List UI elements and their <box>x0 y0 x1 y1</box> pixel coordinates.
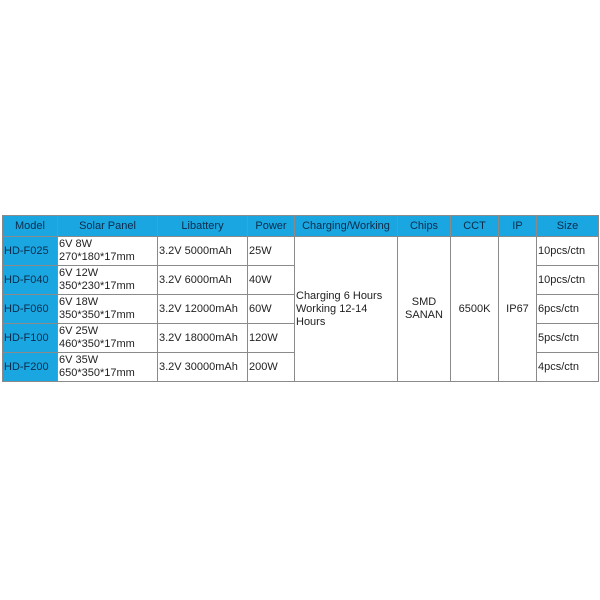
battery: 3.2V 12000mAh <box>159 302 238 315</box>
charging-working: Charging 6 Hours Working 12-14 Hours <box>296 289 383 328</box>
model-cell: HD-F200 <box>2 352 58 382</box>
power: 200W <box>249 360 278 373</box>
column-header: CCT <box>450 215 499 237</box>
panel-power: 6V 35W <box>59 354 99 366</box>
model-cell: HD-F040 <box>2 265 58 295</box>
panel-size: 350*230*17mm <box>59 280 135 292</box>
power: 120W <box>249 331 278 344</box>
battery-cell: 3.2V 5000mAh <box>157 236 248 266</box>
model: HD-F040 <box>4 273 49 286</box>
panel-power: 6V 18W <box>59 296 99 308</box>
size: 10pcs/ctn <box>538 273 586 286</box>
chips-cell: SMD SANAN <box>397 236 451 382</box>
panel-power: 6V 25W <box>59 325 99 337</box>
power-cell: 200W <box>247 352 295 382</box>
column-header: Size <box>536 215 599 237</box>
model: HD-F060 <box>4 302 49 315</box>
power: 40W <box>249 273 272 286</box>
table-row: HD-F060 6V 18W 350*350*17mm 3.2V 12000mAh 60… <box>2 294 599 324</box>
table-row: HD-F040 6V 12W 350*230*17mm 3.2V 6000mAh 40W… <box>2 265 599 295</box>
battery: 3.2V 30000mAh <box>159 360 238 373</box>
model-cell: HD-F025 <box>2 236 58 266</box>
power: 60W <box>249 302 272 315</box>
solar-panel-cell: 6V 35W 650*350*17mm <box>57 352 158 382</box>
battery: 3.2V 5000mAh <box>159 244 232 257</box>
panel-power: 6V 8W <box>59 238 93 250</box>
size-cell: 10pcs/ctn <box>536 265 599 295</box>
panel-size: 270*180*17mm <box>59 251 135 263</box>
table-row: HD-F025 6V 8W 270*180*17mm 3.2V 5000mAh 25W C… <box>2 236 599 382</box>
column-header: Charging/Working <box>294 215 398 237</box>
power-cell: 60W <box>247 294 295 324</box>
model-cell: HD-F060 <box>2 294 58 324</box>
size-cell: 6pcs/ctn <box>536 294 599 324</box>
power-cell: 40W <box>247 265 295 295</box>
size: 4pcs/ctn <box>538 360 579 373</box>
battery-cell: 3.2V 12000mAh <box>157 294 248 324</box>
solar-panel-cell: 6V 25W 460*350*17mm <box>57 323 158 353</box>
panel-size: 350*350*17mm <box>59 309 135 321</box>
power-cell: 120W <box>247 323 295 353</box>
chips: SMD SANAN <box>405 296 443 321</box>
size-cell: 4pcs/ctn <box>536 352 599 382</box>
size: 6pcs/ctn <box>538 302 579 315</box>
battery-cell: 3.2V 30000mAh <box>157 352 248 382</box>
size-cell: 5pcs/ctn <box>536 323 599 353</box>
model: HD-F200 <box>4 360 49 373</box>
battery-cell: 3.2V 18000mAh <box>157 323 248 353</box>
panel-power: 6V 12W <box>59 267 99 279</box>
column-header: Libattery <box>157 215 248 237</box>
solar-panel-cell: 6V 12W 350*230*17mm <box>57 265 158 295</box>
cct: 6500K <box>458 302 491 315</box>
model: HD-F025 <box>4 244 49 257</box>
cct-cell: 6500K <box>450 236 499 382</box>
power: 25W <box>249 244 272 257</box>
header-row: Model Solar Panel Libattery Power Charging/W… <box>2 215 599 237</box>
ip: IP67 <box>506 302 529 315</box>
battery: 3.2V 6000mAh <box>159 273 232 286</box>
size: 10pcs/ctn <box>538 244 586 257</box>
column-header: Model <box>2 215 58 237</box>
spec-table: Model Solar Panel Libattery Power Charging/W… <box>2 215 599 382</box>
column-header: IP <box>498 215 537 237</box>
column-header: Solar Panel <box>57 215 158 237</box>
charging-cell: Charging 6 Hours Working 12-14 Hours <box>294 236 398 382</box>
panel-size: 650*350*17mm <box>59 367 135 379</box>
battery-cell: 3.2V 6000mAh <box>157 265 248 295</box>
size: 5pcs/ctn <box>538 331 579 344</box>
ip-cell: IP67 <box>498 236 537 382</box>
solar-panel-cell: 6V 18W 350*350*17mm <box>57 294 158 324</box>
solar-panel-cell: 6V 8W 270*180*17mm <box>57 236 158 266</box>
column-header: Power <box>247 215 295 237</box>
column-header: Chips <box>397 215 451 237</box>
battery: 3.2V 18000mAh <box>159 331 238 344</box>
table-row: HD-F100 6V 25W 460*350*17mm 3.2V 18000mAh 12… <box>2 323 599 353</box>
panel-size: 460*350*17mm <box>59 338 135 350</box>
table-row: HD-F200 6V 35W 650*350*17mm 3.2V 30000mAh 20… <box>2 352 599 382</box>
power-cell: 25W <box>247 236 295 266</box>
size-cell: 10pcs/ctn <box>536 236 599 266</box>
model: HD-F100 <box>4 331 49 344</box>
model-cell: HD-F100 <box>2 323 58 353</box>
